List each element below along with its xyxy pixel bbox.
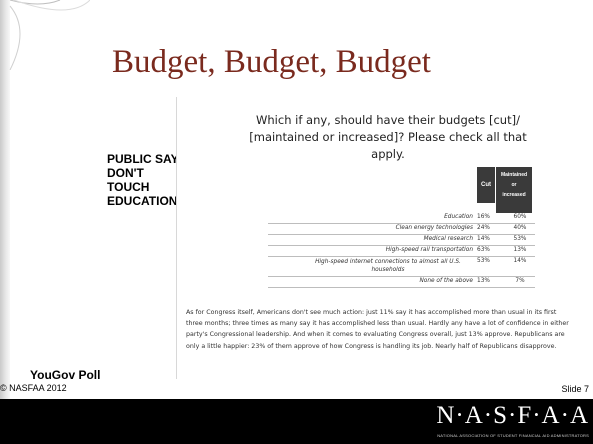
left-decoration-bar [0, 0, 10, 400]
maintained-value: 40% [513, 225, 527, 231]
table-row: High-speed internet connections to almos… [248, 257, 535, 277]
callout-text: PUBLIC SAYS DON'T TOUCH EDUCATION! [107, 152, 187, 208]
row-divider [268, 223, 535, 224]
poll-paragraph: As for Congress itself, Americans don't … [186, 309, 569, 350]
row-divider [268, 256, 535, 257]
row-label: Medical research [423, 236, 473, 242]
row-divider [268, 234, 535, 235]
column-header-maintained-line1: Maintained [500, 172, 528, 178]
poll-image [176, 97, 579, 385]
nasfaa-logo: N·A·S·F·A·A NATIONAL ASSOCIATION OF STUD… [364, 402, 589, 440]
table-row: Medical research 14% 53% [248, 235, 535, 246]
maintained-value: 14% [513, 258, 527, 264]
footer-bar [0, 399, 593, 444]
maintained-value: 53% [513, 236, 527, 242]
maintained-value: 13% [513, 247, 527, 253]
logo-wordmark: N·A·S·F·A·A [436, 402, 589, 429]
table-row: Clean energy technologies 24% 40% [248, 224, 535, 235]
cut-value: 13% [477, 278, 490, 284]
table-row: High-speed rail transportation 63% 13% [248, 246, 535, 257]
row-label: Education [444, 214, 473, 220]
logo-tagline: NATIONAL ASSOCIATION OF STUDENT FINANCIA… [437, 433, 589, 438]
column-header-maintained: Maintained or increased [496, 167, 532, 213]
row-label: High-speed internet connections to almos… [315, 259, 461, 273]
maintained-value: 7% [515, 278, 525, 284]
table-row: None of the above 13% 7% [248, 277, 535, 288]
cut-value: 63% [477, 247, 490, 253]
cut-value: 14% [477, 236, 490, 242]
slide-number: Slide 7 [561, 384, 589, 394]
row-divider [268, 245, 535, 246]
cut-value: 53% [477, 258, 490, 264]
corner-decoration [9, 0, 90, 70]
poll-image-edge [176, 97, 177, 379]
column-header-maintained-line3: increased [502, 192, 526, 198]
slide-title: Budget, Budget, Budget [112, 44, 431, 80]
row-label: None of the above [419, 278, 473, 284]
poll-question: Which if any, should have their budgets … [249, 113, 527, 161]
row-label: Clean energy technologies [395, 225, 473, 231]
row-divider [268, 276, 535, 277]
maintained-value: 60% [513, 214, 527, 220]
source-label: YouGov Poll [30, 368, 101, 382]
column-header-maintained-line2: or [511, 182, 517, 188]
copyright-text: © NASFAA 2012 [0, 383, 67, 393]
row-label: High-speed rail transportation [385, 247, 473, 253]
cut-value: 24% [477, 225, 490, 231]
cut-value: 16% [477, 214, 490, 220]
column-header-cut: Cut [477, 167, 495, 203]
table-row: Education 16% 60% [248, 213, 535, 224]
row-divider [268, 287, 535, 288]
